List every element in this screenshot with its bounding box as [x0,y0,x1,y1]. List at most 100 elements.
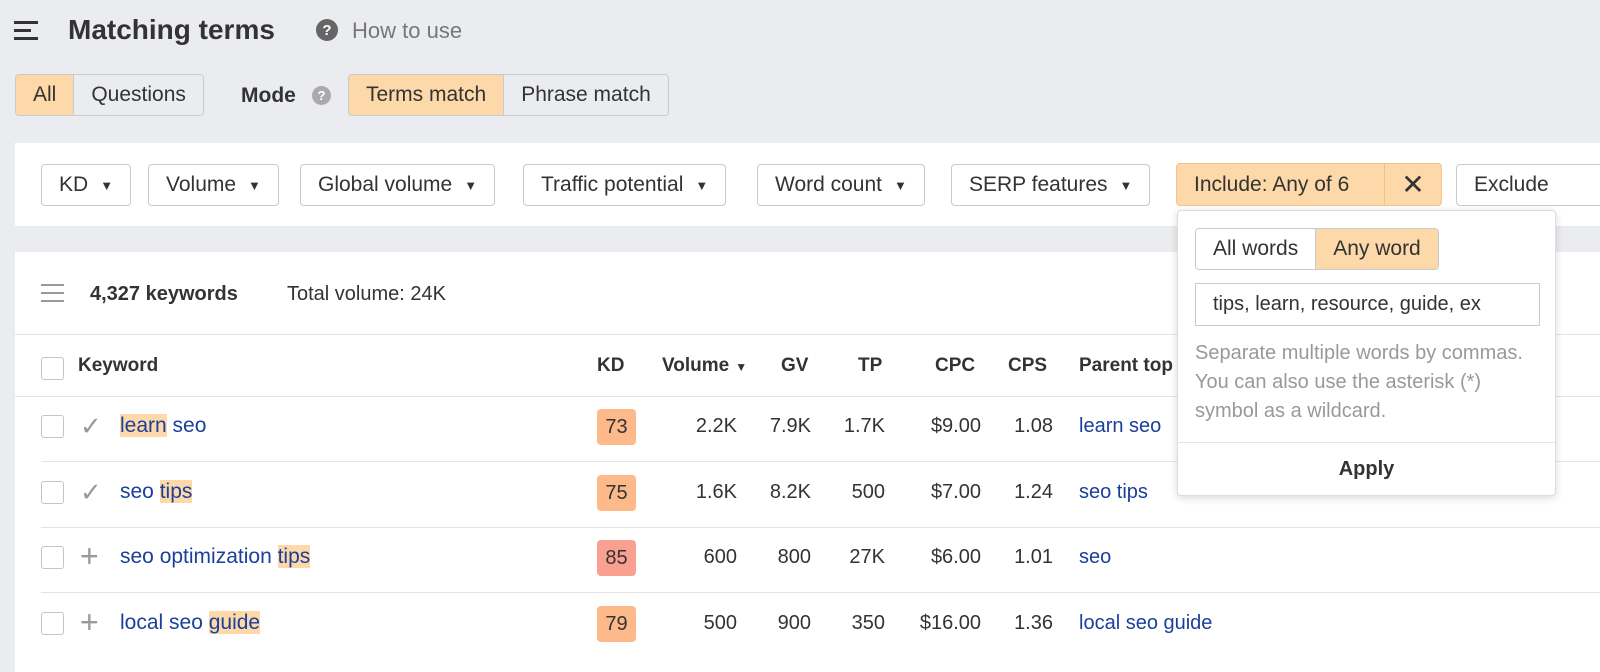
include-filter-button[interactable]: Include: Any of 6 [1194,172,1350,196]
total-volume: Total volume: 24K [287,283,446,305]
row-checkbox[interactable] [41,546,64,569]
include-hint: Separate multiple words by commas. You c… [1195,342,1523,422]
caret-down-icon: ▼ [695,177,709,193]
tab-terms-match[interactable]: Terms match [349,75,504,115]
mode-help-icon[interactable]: ? [312,86,331,105]
filter-label: Global volume [318,173,453,196]
caret-down-icon: ▼ [464,177,478,193]
filter-label: Exclude [1474,173,1549,196]
cps-cell: 1.24 [1014,481,1053,503]
gv-cell: 7.9K [769,415,811,437]
keyword-text: seo [166,414,207,437]
include-words-input[interactable] [1195,283,1540,326]
keyword-match-highlight: tips [159,480,193,503]
volume-cell: 2.2K [695,415,737,437]
check-icon: ✓ [80,477,102,507]
keyword-count: 4,327 keywords [90,283,238,305]
parent-topic-link[interactable]: seo [1079,546,1112,568]
keyword-link[interactable]: local seo guide [120,611,261,635]
row-checkbox[interactable] [41,481,64,504]
column-settings-icon[interactable] [41,284,64,302]
filter-label: Word count [775,173,882,196]
tab-questions[interactable]: Questions [73,75,203,115]
filter-traffic-potential[interactable]: Traffic potential ▼ [523,164,727,206]
tab-all[interactable]: All [16,75,74,115]
apply-button[interactable]: Apply [1338,458,1395,480]
row-checkbox[interactable] [41,612,64,635]
menu-icon[interactable] [14,21,38,41]
col-volume[interactable]: Volume ▼ [662,355,747,377]
kd-badge: 73 [597,409,636,445]
divider [15,396,1600,397]
keyword-match-highlight: tips [277,545,311,568]
parent-topic-link[interactable]: learn seo [1079,415,1162,437]
gv-cell: 900 [777,612,811,634]
mode-tabs: Terms match Phrase match [348,74,669,116]
volume-cell: 600 [703,546,737,568]
cpc-cell: $9.00 [930,415,981,437]
keyword-match-highlight: learn [120,414,167,437]
match-mode-tabs: All words Any word [1195,228,1439,270]
col-parent-topic[interactable]: Parent top [1079,355,1173,376]
help-icon[interactable]: ? [316,19,338,41]
filter-word-count[interactable]: Word count ▼ [757,164,925,206]
kd-badge: 79 [597,606,636,642]
tp-cell: 500 [851,481,885,503]
include-popup: All words Any word Separate multiple wor… [1177,210,1556,496]
keyword-link[interactable]: seo tips [120,480,193,504]
plus-icon[interactable]: + [80,538,99,574]
col-tp[interactable]: TP [858,355,883,376]
keyword-text: seo optimization [120,545,278,568]
filter-kd[interactable]: KD ▼ [41,164,132,206]
cps-cell: 1.36 [1014,612,1053,634]
keyword-link[interactable]: seo optimization tips [120,545,311,569]
kd-badge: 75 [597,475,636,511]
row-divider [41,461,1600,462]
keyword-text: local seo [120,611,209,634]
row-checkbox[interactable] [41,415,64,438]
col-cpc[interactable]: CPC [935,355,976,376]
caret-down-icon: ▼ [100,177,114,193]
gv-cell: 8.2K [769,481,811,503]
caret-down-icon: ▼ [894,177,907,193]
select-all-checkbox[interactable] [41,357,64,380]
filter-label: SERP features [969,173,1108,196]
volume-cell: 1.6K [695,481,737,503]
col-kd[interactable]: KD [597,355,625,376]
row-divider [41,592,1600,593]
filter-volume[interactable]: Volume ▼ [148,164,279,206]
filter-serp-features[interactable]: SERP features ▼ [951,164,1151,206]
filter-global-volume[interactable]: Global volume ▼ [300,164,496,206]
divider [1178,442,1555,443]
filter-label: Traffic potential [541,173,684,196]
cpc-cell: $7.00 [930,481,981,503]
plus-icon[interactable]: + [80,604,99,640]
tab-any-word[interactable]: Any word [1315,229,1438,269]
how-to-use-link[interactable]: How to use [352,18,463,43]
filter-label: Volume [166,173,237,196]
col-volume-label: Volume [662,355,730,376]
cpc-cell: $16.00 [919,612,981,634]
kd-badge: 85 [597,540,636,576]
volume-cell: 500 [703,612,737,634]
col-cps[interactable]: CPS [1008,355,1048,376]
parent-topic-link[interactable]: seo tips [1079,481,1148,503]
col-gv[interactable]: GV [781,355,809,376]
cpc-cell: $6.00 [930,546,981,568]
page-title: Matching terms [68,14,275,45]
check-icon: ✓ [80,411,102,441]
type-tabs: All Questions [15,74,204,116]
cps-cell: 1.08 [1014,415,1053,437]
keyword-link[interactable]: learn seo [120,414,206,438]
tab-phrase-match[interactable]: Phrase match [503,75,668,115]
tp-cell: 350 [851,612,885,634]
filter-label: KD [59,173,89,196]
tab-all-words[interactable]: All words [1196,229,1316,269]
parent-topic-link[interactable]: local seo guide [1079,612,1213,634]
cps-cell: 1.01 [1014,546,1053,568]
col-keyword[interactable]: Keyword [78,355,159,376]
caret-down-icon: ▼ [1119,177,1133,193]
caret-down-icon: ▼ [248,177,261,193]
close-icon[interactable]: ✕ [1384,164,1441,205]
filter-exclude[interactable]: Exclude [1456,164,1600,206]
